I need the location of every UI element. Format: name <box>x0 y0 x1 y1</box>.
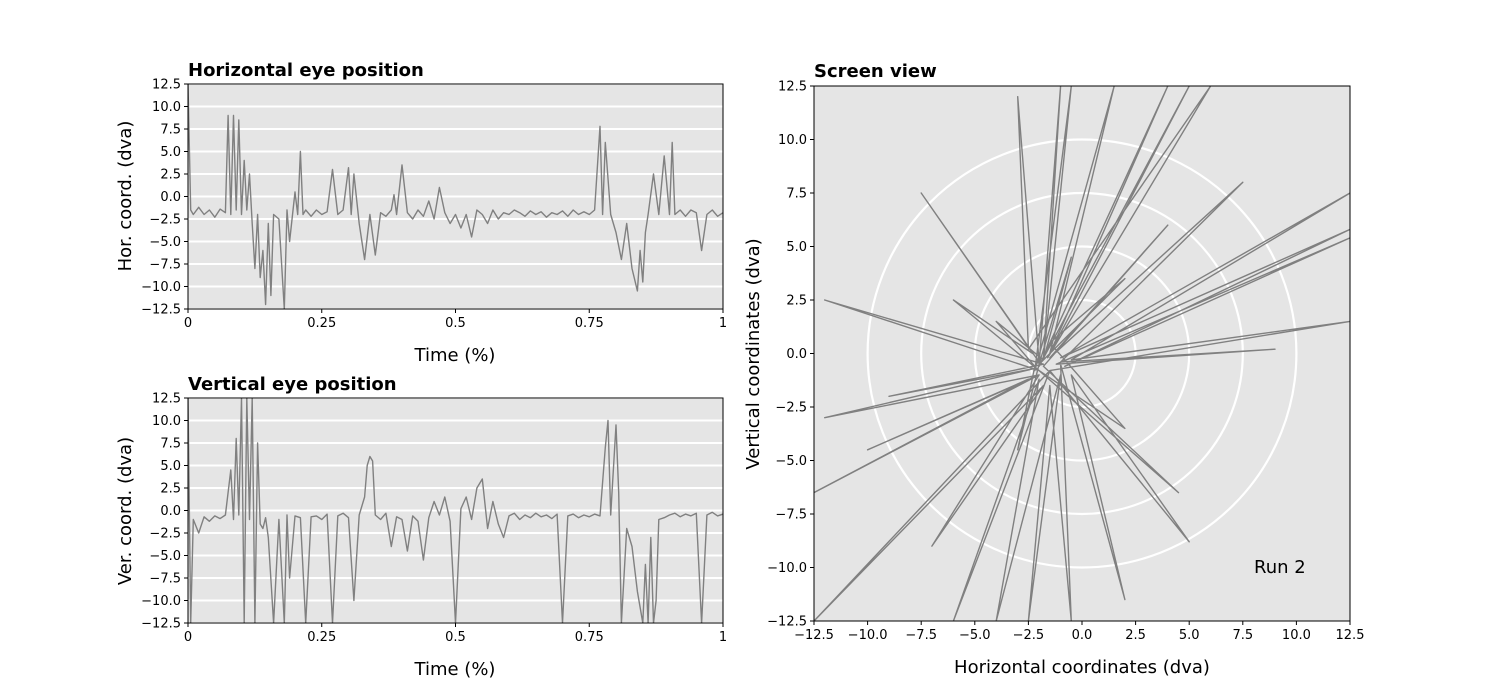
y-tick-label: 2.5 <box>160 482 181 497</box>
y-tick-label: 0.0 <box>786 347 807 362</box>
panel-title: Horizontal eye position <box>188 60 424 81</box>
gridlines <box>866 138 1298 569</box>
x-tick-label: 0.5 <box>445 630 466 645</box>
x-tick-label: 0.5 <box>445 316 466 331</box>
x-tick-label: −12.5 <box>794 628 834 643</box>
y-tick-label: 2.5 <box>160 168 181 183</box>
x-tick-label: 10.0 <box>1282 628 1311 643</box>
x-ticks: 0 0.25 0.5 0.75 1 <box>184 309 727 331</box>
y-ticks: −12.5 −10.0 −7.5 −5.0 −2.5 0.0 2.5 5.0 7.5 10.0 12… <box>141 392 188 632</box>
y-tick-label: −10.0 <box>767 561 807 576</box>
y-tick-label: 12.5 <box>152 78 181 93</box>
y-tick-label: −5.0 <box>775 454 807 469</box>
panel-horizontal-eye-position: 0 0.25 0.5 0.75 1 −12.5 −10.0 −7.5 −5.0 −2.5 0.0 2… <box>115 60 727 366</box>
x-tick-label: 0.75 <box>575 316 604 331</box>
x-axis-label: Time (%) <box>414 345 496 366</box>
x-ticks: −12.5 −10.0 −7.5 −5.0 −2.5 0.0 2.5 5.0 7.5 10.0 12… <box>794 621 1364 643</box>
x-tick-label: 5.0 <box>1179 628 1200 643</box>
grid-circle <box>866 138 1298 569</box>
y-tick-label: 10.0 <box>152 100 181 115</box>
y-axis-label: Hor. coord. (dva) <box>115 121 136 272</box>
traces <box>188 84 723 309</box>
x-axis-label: Time (%) <box>414 659 496 680</box>
y-tick-label: −2.5 <box>149 213 181 228</box>
y-tick-label: 12.5 <box>778 80 807 95</box>
panel-title: Screen view <box>814 61 937 82</box>
y-tick-label: 0.0 <box>160 504 181 519</box>
y-tick-label: −7.5 <box>775 508 807 523</box>
traces <box>188 398 723 623</box>
y-tick-label: −5.0 <box>149 235 181 250</box>
x-tick-label: 0.25 <box>307 630 336 645</box>
x-tick-label: 0.25 <box>307 316 336 331</box>
y-tick-label: −12.5 <box>141 617 181 632</box>
x-tick-label: 0.75 <box>575 630 604 645</box>
y-tick-label: 7.5 <box>160 437 181 452</box>
x-tick-label: 2.5 <box>1125 628 1146 643</box>
y-tick-label: 12.5 <box>152 392 181 407</box>
grid-circle <box>920 191 1244 516</box>
grid-circle <box>973 245 1191 462</box>
panel-title: Vertical eye position <box>188 374 397 395</box>
run-annotation: Run 2 <box>1254 557 1306 578</box>
x-tick-label: 0.0 <box>1072 628 1093 643</box>
y-tick-label: 2.5 <box>786 294 807 309</box>
y-tick-label: −10.0 <box>141 280 181 295</box>
y-tick-label: 0.0 <box>160 190 181 205</box>
y-tick-label: −12.5 <box>141 303 181 318</box>
x-tick-label: 7.5 <box>1232 628 1253 643</box>
x-tick-label: 12.5 <box>1336 628 1365 643</box>
x-tick-label: 1 <box>719 630 727 645</box>
y-tick-label: 7.5 <box>786 187 807 202</box>
y-tick-label: −10.0 <box>141 594 181 609</box>
series-line <box>814 86 1350 621</box>
traces <box>814 86 1350 621</box>
y-ticks: −12.5 −10.0 −7.5 −5.0 −2.5 0.0 2.5 5.0 7.5 10.0 12… <box>141 78 188 318</box>
x-tick-label: 1 <box>719 316 727 331</box>
y-tick-label: 5.0 <box>160 145 181 160</box>
y-tick-label: −2.5 <box>149 527 181 542</box>
x-tick-label: 0 <box>184 630 192 645</box>
x-tick-label: −5.0 <box>959 628 991 643</box>
y-tick-label: 7.5 <box>160 123 181 138</box>
x-tick-label: 0 <box>184 316 192 331</box>
y-tick-label: 5.0 <box>786 240 807 255</box>
y-tick-label: 10.0 <box>152 414 181 429</box>
x-axis-label: Horizontal coordinates (dva) <box>954 657 1210 678</box>
y-axis-label: Ver. coord. (dva) <box>115 437 136 585</box>
y-ticks: −12.5 −10.0 −7.5 −5.0 −2.5 0.0 2.5 5.0 7.5 10.0 12… <box>767 80 814 630</box>
series-line <box>188 84 723 309</box>
y-tick-label: 10.0 <box>778 133 807 148</box>
y-axis-label: Vertical coordinates (dva) <box>743 238 764 469</box>
y-tick-label: −2.5 <box>775 401 807 416</box>
y-tick-label: −5.0 <box>149 549 181 564</box>
y-tick-label: −12.5 <box>767 615 807 630</box>
y-tick-label: −7.5 <box>149 258 181 273</box>
y-tick-label: −7.5 <box>149 572 181 587</box>
panel-vertical-eye-position: 0 0.25 0.5 0.75 1 −12.5 −10.0 −7.5 −5.0 −2.5 0.0 2… <box>115 374 727 680</box>
series-line <box>188 398 723 623</box>
x-tick-label: −7.5 <box>905 628 937 643</box>
y-tick-label: 5.0 <box>160 459 181 474</box>
x-ticks: 0 0.25 0.5 0.75 1 <box>184 623 727 645</box>
panel-screen-view: −12.5 −10.0 −7.5 −5.0 −2.5 0.0 2.5 5.0 7.5 10.0 12… <box>743 61 1364 678</box>
x-tick-label: −2.5 <box>1013 628 1045 643</box>
x-tick-label: −10.0 <box>848 628 888 643</box>
